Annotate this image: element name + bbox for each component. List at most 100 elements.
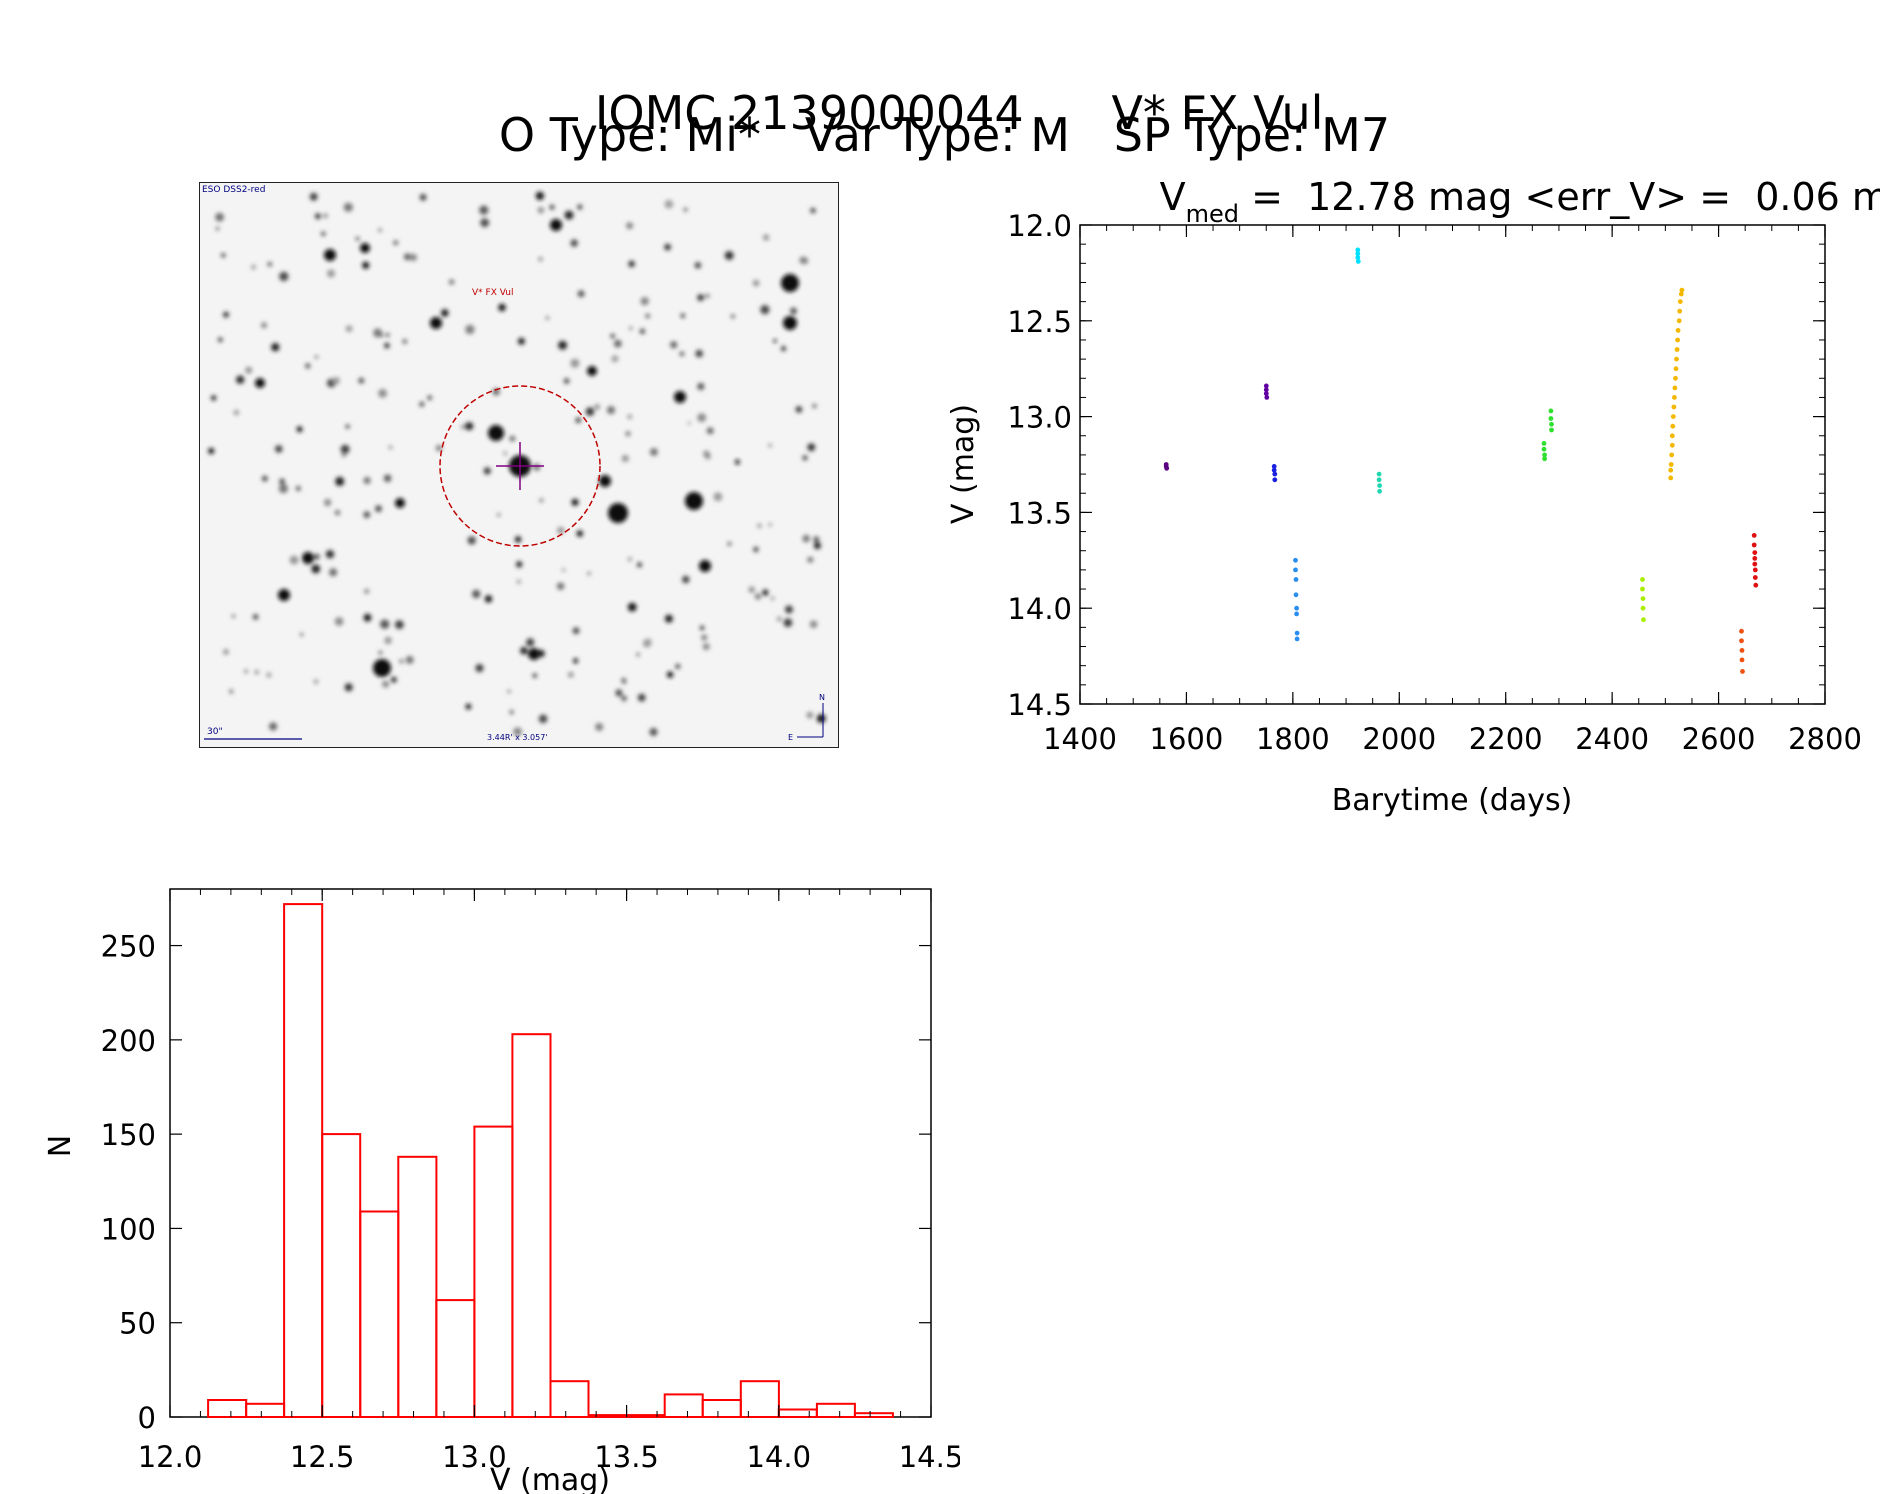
data-point (1355, 247, 1361, 253)
compass-north-label: N (819, 693, 825, 702)
faint-star (535, 191, 545, 201)
y-tick-label: 13.5 (1007, 496, 1072, 530)
data-point (1376, 477, 1382, 483)
bright-star (278, 589, 290, 601)
data-point (1293, 577, 1299, 582)
faint-star (465, 324, 475, 335)
faint-star (697, 382, 705, 391)
faint-star (545, 316, 550, 320)
data-point (1355, 251, 1361, 257)
faint-star (344, 683, 353, 692)
bright-star (608, 503, 628, 523)
y-tick-label: 200 (101, 1024, 156, 1058)
faint-star (378, 388, 387, 398)
data-point (1669, 433, 1675, 439)
faint-star (753, 546, 759, 552)
bright-star (587, 366, 597, 376)
faint-star (795, 406, 803, 413)
faint-star (461, 425, 465, 429)
faint-star (419, 193, 427, 201)
faint-star (727, 541, 732, 546)
faint-star (702, 643, 710, 651)
faint-star (809, 620, 818, 629)
faint-star (752, 279, 760, 287)
faint-star (327, 269, 335, 278)
data-point (1271, 464, 1277, 469)
data-point (1669, 442, 1675, 448)
faint-star (509, 435, 516, 442)
bright-star (528, 648, 540, 660)
data-point (1752, 550, 1758, 555)
faint-star (539, 257, 542, 261)
y-tick-label: 250 (101, 930, 156, 964)
faint-star (252, 614, 259, 620)
faint-star (645, 313, 651, 319)
faint-star (384, 342, 390, 349)
faint-star (754, 593, 762, 600)
faint-star (299, 632, 304, 637)
star-field (208, 191, 826, 737)
faint-star (666, 671, 674, 678)
x-tick-label: 12.5 (290, 1440, 355, 1474)
faint-star (261, 475, 268, 482)
faint-star (570, 239, 578, 247)
data-point (1751, 542, 1757, 548)
faint-star (215, 212, 224, 222)
faint-star (329, 568, 338, 577)
x-tick-labels: 1400 1600 1800 2000 2200 2400 2600 2800 (1043, 722, 1862, 756)
faint-star (585, 407, 595, 416)
data-point (1376, 471, 1382, 477)
faint-star (507, 689, 511, 694)
data-point (1272, 471, 1278, 477)
target-label: V* FX Vul (472, 288, 513, 298)
histogram-bar (777, 1408, 818, 1418)
data-point (1752, 561, 1758, 567)
data-point (1640, 596, 1646, 601)
faint-star (625, 431, 631, 437)
histogram-bar (511, 1033, 552, 1418)
faint-star (785, 605, 793, 614)
faint-star (503, 451, 508, 456)
faint-star (573, 658, 579, 664)
data-point (1541, 441, 1547, 446)
faint-star (320, 231, 326, 237)
data-point (1678, 291, 1684, 297)
data-point (1293, 567, 1298, 573)
faint-star (810, 207, 816, 214)
faint-star (382, 680, 390, 688)
data-point (1670, 423, 1676, 429)
faint-star (289, 555, 299, 565)
faint-star (314, 355, 319, 359)
faint-star (587, 571, 591, 576)
faint-star (682, 575, 690, 584)
faint-star (615, 689, 623, 697)
faint-star (244, 669, 248, 673)
bright-star (302, 552, 314, 564)
faint-star (629, 326, 633, 330)
faint-star (539, 498, 544, 503)
data-point (1752, 575, 1758, 580)
faint-star (335, 476, 345, 486)
data-point (1672, 395, 1677, 400)
faint-star (384, 636, 392, 645)
faint-star (217, 337, 223, 343)
faint-star (639, 328, 646, 334)
light-curve-chart: Vmed = 12.78 mag <err_V> = 0.06 mag 1400… (946, 175, 1880, 818)
data-point (1548, 416, 1554, 421)
y-tick-label: 14.0 (1007, 592, 1072, 626)
bright-star (430, 317, 442, 329)
data-point (1272, 477, 1278, 483)
faint-star (781, 346, 786, 352)
data-point (1549, 421, 1554, 427)
faint-star (441, 309, 449, 317)
x-tick-label: 14.0 (747, 1440, 812, 1474)
faint-star (650, 448, 658, 456)
faint-star (323, 213, 328, 219)
x-tick-label: 13.5 (594, 1440, 659, 1474)
faint-star (223, 649, 229, 655)
faint-star (610, 334, 615, 339)
data-point (1671, 404, 1677, 410)
faint-star (570, 358, 580, 368)
histogram-bar (815, 1402, 856, 1418)
bright-star (550, 219, 562, 231)
